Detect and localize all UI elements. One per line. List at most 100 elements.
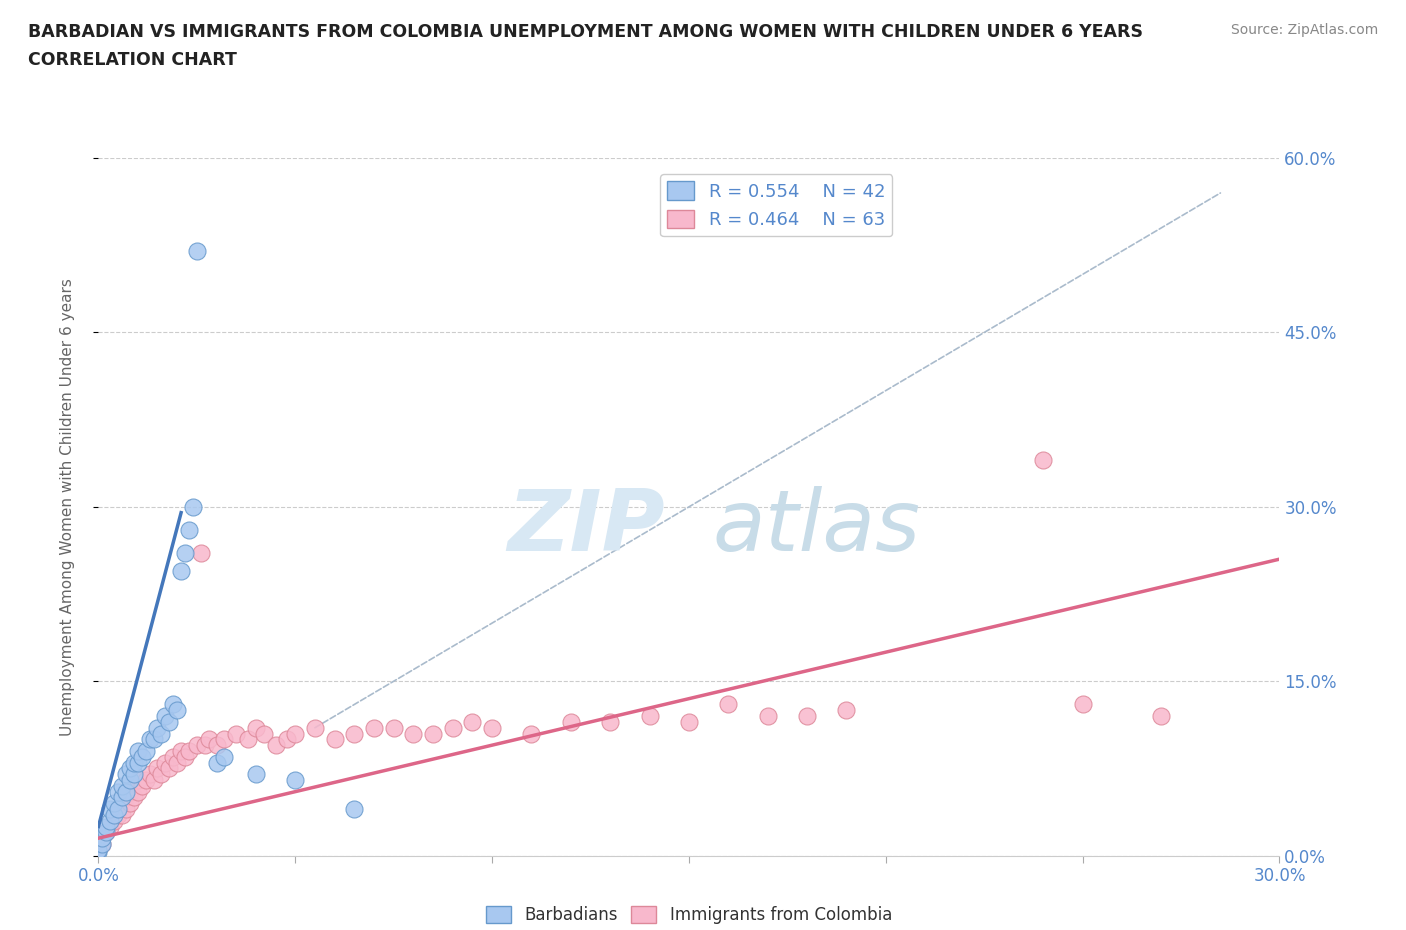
Point — [111, 807, 134, 822]
Point — [363, 720, 385, 735]
Point — [343, 726, 366, 741]
Point — [107, 802, 129, 817]
Point — [87, 843, 110, 857]
Point — [422, 726, 444, 741]
Point — [138, 766, 160, 781]
Point — [166, 755, 188, 770]
Text: BARBADIAN VS IMMIGRANTS FROM COLOMBIA UNEMPLOYMENT AMONG WOMEN WITH CHILDREN UND: BARBADIAN VS IMMIGRANTS FROM COLOMBIA UN… — [28, 23, 1143, 41]
Point — [135, 773, 157, 788]
Point — [111, 778, 134, 793]
Point — [115, 766, 138, 781]
Point — [194, 737, 217, 752]
Point — [96, 825, 118, 840]
Point — [245, 720, 267, 735]
Point — [87, 843, 110, 857]
Point — [118, 796, 141, 811]
Point — [107, 784, 129, 799]
Point — [835, 703, 858, 718]
Point — [115, 784, 138, 799]
Point — [174, 750, 197, 764]
Point — [166, 703, 188, 718]
Point — [150, 766, 173, 781]
Point — [284, 726, 307, 741]
Point — [214, 732, 236, 747]
Point — [162, 750, 184, 764]
Point — [103, 807, 125, 822]
Point — [127, 744, 149, 759]
Point — [150, 726, 173, 741]
Point — [1150, 709, 1173, 724]
Legend: Barbadians, Immigrants from Colombia: Barbadians, Immigrants from Colombia — [479, 899, 898, 930]
Point — [717, 698, 740, 712]
Point — [304, 720, 326, 735]
Point — [177, 744, 200, 759]
Point — [170, 564, 193, 578]
Point — [127, 773, 149, 788]
Y-axis label: Unemployment Among Women with Children Under 6 years: Unemployment Among Women with Children U… — [60, 278, 75, 736]
Point — [1071, 698, 1094, 712]
Point — [142, 732, 165, 747]
Point — [638, 709, 661, 724]
Point — [382, 720, 405, 735]
Point — [107, 807, 129, 822]
Point — [402, 726, 425, 741]
Point — [135, 744, 157, 759]
Point — [122, 755, 145, 770]
Point — [127, 755, 149, 770]
Point — [131, 750, 153, 764]
Point — [225, 726, 247, 741]
Point — [756, 709, 779, 724]
Point — [131, 778, 153, 793]
Point — [162, 698, 184, 712]
Text: Source: ZipAtlas.com: Source: ZipAtlas.com — [1230, 23, 1378, 37]
Point — [174, 546, 197, 561]
Point — [170, 744, 193, 759]
Point — [245, 766, 267, 781]
Point — [253, 726, 276, 741]
Point — [96, 825, 118, 840]
Point — [142, 773, 165, 788]
Point — [98, 813, 121, 829]
Point — [343, 802, 366, 817]
Point — [155, 709, 177, 724]
Point — [138, 732, 160, 747]
Point — [276, 732, 298, 747]
Point — [461, 714, 484, 729]
Point — [122, 766, 145, 781]
Point — [197, 732, 219, 747]
Point — [796, 709, 818, 724]
Point — [87, 844, 110, 859]
Point — [118, 773, 141, 788]
Point — [190, 546, 212, 561]
Point — [107, 802, 129, 817]
Point — [599, 714, 621, 729]
Point — [520, 726, 543, 741]
Point — [186, 737, 208, 752]
Point — [96, 819, 118, 834]
Point — [103, 796, 125, 811]
Point — [127, 784, 149, 799]
Point — [146, 720, 169, 735]
Point — [122, 790, 145, 805]
Point — [177, 523, 200, 538]
Point — [560, 714, 582, 729]
Point — [91, 830, 114, 845]
Point — [214, 750, 236, 764]
Point — [284, 773, 307, 788]
Point — [111, 790, 134, 805]
Point — [103, 813, 125, 829]
Point — [118, 761, 141, 776]
Point — [146, 761, 169, 776]
Point — [181, 499, 204, 514]
Point — [186, 244, 208, 259]
Point — [157, 761, 180, 776]
Point — [1032, 453, 1054, 468]
Point — [157, 714, 180, 729]
Point — [441, 720, 464, 735]
Point — [118, 784, 141, 799]
Point — [205, 755, 228, 770]
Point — [98, 819, 121, 834]
Point — [115, 790, 138, 805]
Point — [481, 720, 503, 735]
Point — [115, 802, 138, 817]
